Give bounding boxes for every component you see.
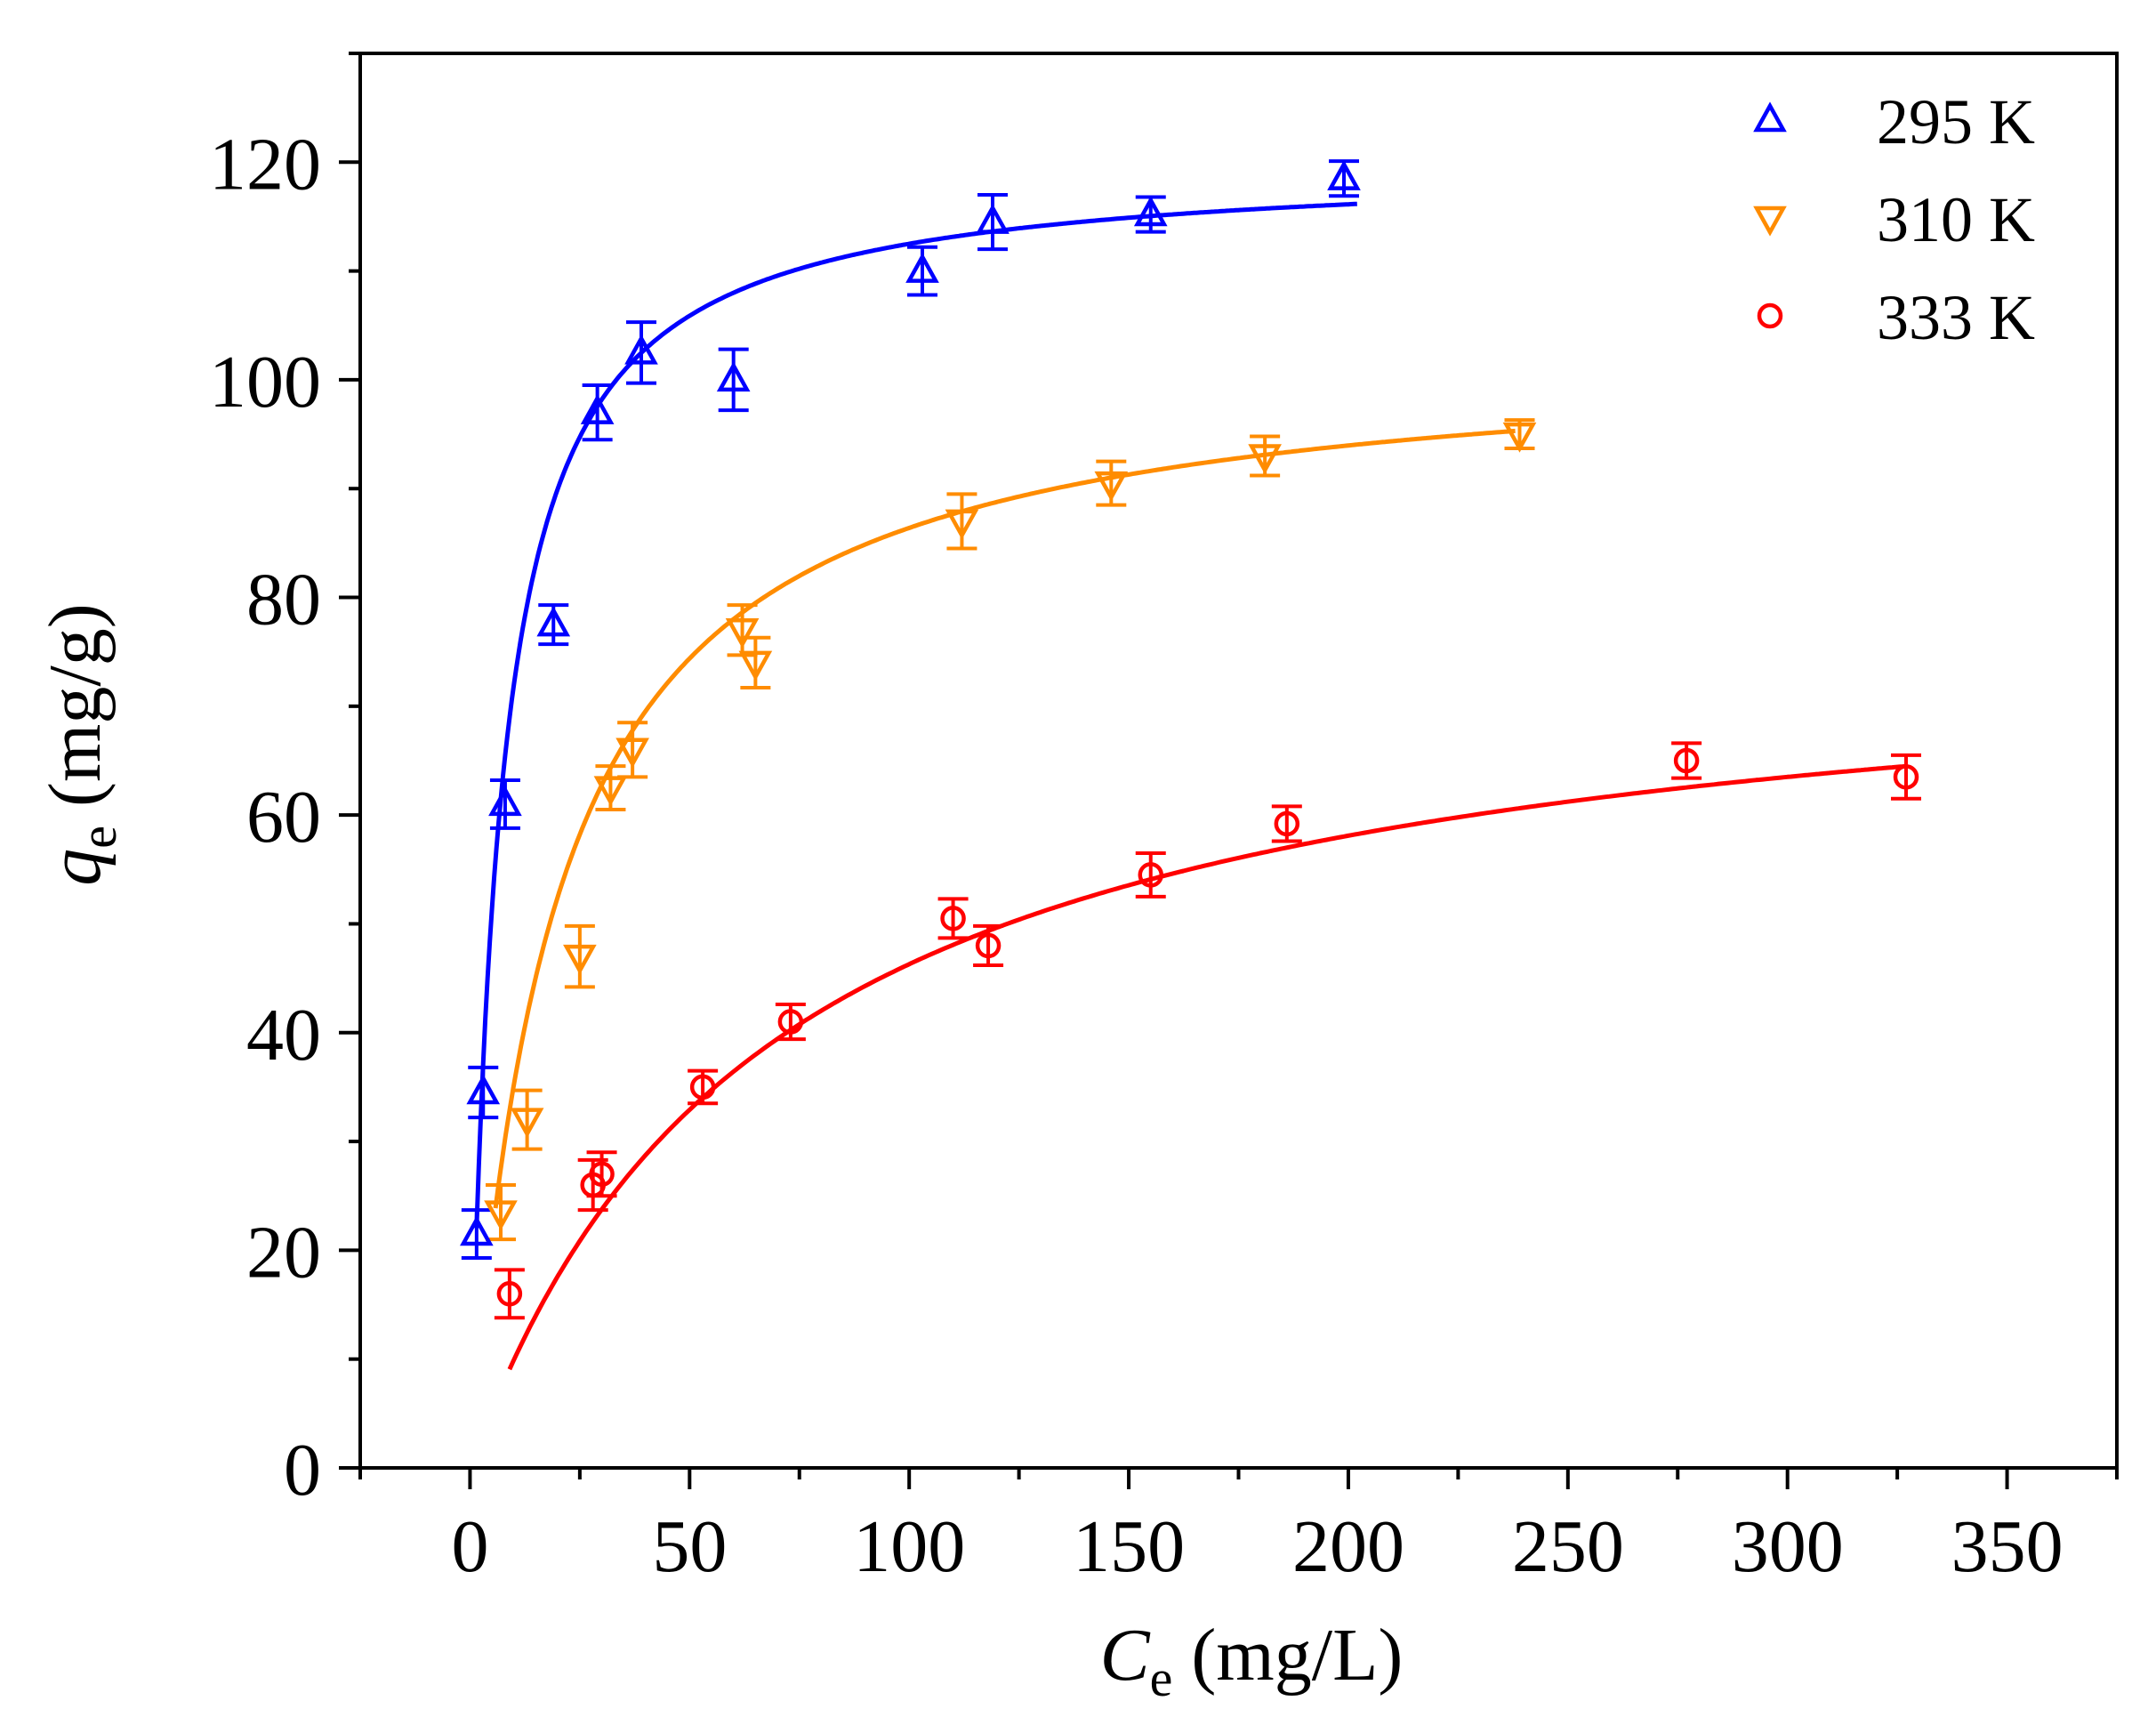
y-tick-label: 80 <box>246 559 321 641</box>
data-point-310k <box>615 738 649 769</box>
error-bar <box>511 1088 543 1151</box>
data-point-333k <box>589 1161 615 1188</box>
error-bar <box>564 923 595 989</box>
error-bar <box>494 1268 525 1320</box>
plot-frame <box>358 52 2119 1470</box>
x-tick-label: 350 <box>1951 1505 2063 1588</box>
x-tick-label: 50 <box>652 1505 727 1588</box>
data-point-333k <box>1893 764 1919 790</box>
fit-curve-295k <box>474 201 1357 1229</box>
legend-label: 295 K <box>1877 86 2035 157</box>
data-point-333k <box>777 1009 804 1035</box>
data-point-333k <box>940 906 966 931</box>
data-point-333k <box>1274 810 1300 837</box>
data-point-310k <box>510 1108 544 1139</box>
fit-curve-310k <box>493 428 1516 1209</box>
legend-marker <box>1753 101 1787 133</box>
error-bar <box>718 347 749 413</box>
data-point-310k <box>945 509 979 540</box>
error-bar <box>486 1183 516 1242</box>
data-point-295k <box>580 393 615 424</box>
error-bar <box>1135 850 1166 899</box>
data-point-333k <box>689 1074 716 1100</box>
y-tick-label: 40 <box>246 994 321 1076</box>
data-point-295k <box>460 1215 494 1246</box>
data-point-310k <box>1094 471 1129 502</box>
data-point-333k <box>975 932 1002 959</box>
data-point-295k <box>466 1074 501 1105</box>
data-point-310k <box>484 1200 518 1231</box>
data-markers <box>460 160 1919 1307</box>
error-bars <box>461 159 1921 1320</box>
data-point-310k <box>738 650 773 681</box>
data-point-295k <box>624 334 658 365</box>
x-tick-label: 100 <box>853 1505 965 1588</box>
y-tick-label: 120 <box>209 123 321 206</box>
error-bar <box>946 492 977 551</box>
data-point-295k <box>488 786 522 817</box>
y-tick-label: 100 <box>209 341 321 423</box>
legend-item: 333 K <box>1757 282 2035 353</box>
data-point-295k <box>976 203 1010 234</box>
legend-label: 333 K <box>1877 282 2035 353</box>
data-point-295k <box>1327 160 1361 190</box>
legend-item: 295 K <box>1753 86 2035 157</box>
fit-curve-333k <box>507 763 1907 1371</box>
data-point-295k <box>905 252 939 283</box>
data-point-310k <box>725 617 760 649</box>
y-tick-label: 60 <box>246 776 321 858</box>
error-bar <box>626 320 656 385</box>
data-point-333k <box>1138 862 1163 888</box>
data-point-333k <box>1673 747 1700 774</box>
legend: 295 K 310 K 333 K <box>1753 86 2035 353</box>
y-axis-ticks: 0 20 40 60 80 100 120 <box>209 52 360 1511</box>
y-axis-title: qe (mg/g) <box>34 603 127 885</box>
x-tick-label: 200 <box>1292 1505 1404 1588</box>
axes <box>358 52 2119 1470</box>
x-axis-title: Ce (mg/L) <box>1100 1614 1404 1707</box>
error-bar <box>973 923 1004 967</box>
fit-curves <box>474 201 1907 1371</box>
y-tick-label: 20 <box>246 1211 321 1294</box>
x-tick-label: 250 <box>1512 1505 1624 1588</box>
legend-item: 310 K <box>1753 184 2035 255</box>
legend-marker <box>1757 302 1783 329</box>
x-axis-ticks: 0 50 100 150 200 250 300 350 <box>358 1468 2119 1588</box>
data-point-310k <box>563 944 597 975</box>
data-point-295k <box>1133 196 1168 227</box>
x-tick-label: 0 <box>451 1505 488 1588</box>
data-point-295k <box>716 361 751 392</box>
data-point-295k <box>536 606 571 637</box>
data-point-333k <box>496 1281 523 1307</box>
error-bar <box>937 897 969 940</box>
error-bar <box>977 193 1008 252</box>
data-point-310k <box>1502 422 1537 453</box>
data-point-310k <box>1248 444 1282 475</box>
legend-marker <box>1753 206 1787 237</box>
error-bar <box>1891 753 1921 801</box>
data-point-310k <box>593 776 628 807</box>
legend-label: 310 K <box>1877 184 2035 255</box>
y-tick-label: 0 <box>284 1429 321 1511</box>
x-tick-label: 150 <box>1073 1505 1185 1588</box>
x-tick-label: 300 <box>1732 1505 1844 1588</box>
